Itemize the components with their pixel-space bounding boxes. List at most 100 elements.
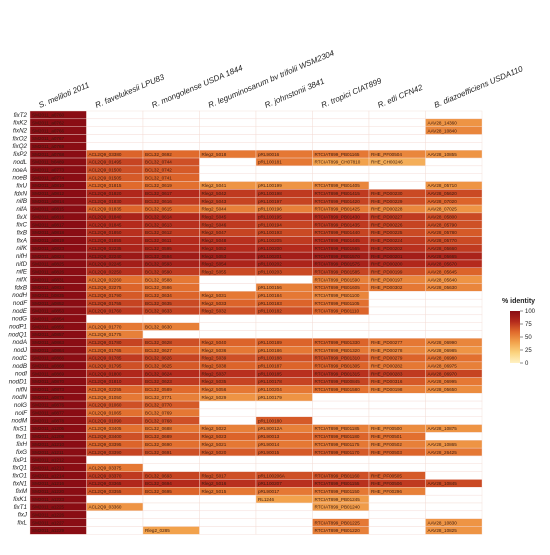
cell-locus-label: RHE_PF00506 xyxy=(371,481,402,486)
cell-locus-label: ACL2Q9_03365 xyxy=(89,481,122,486)
heatmap-cell xyxy=(425,526,483,535)
cell-locus-label: ACL2Q9_01065 xyxy=(89,411,122,416)
gene-label: nodL xyxy=(13,159,27,166)
cell-locus-label: RHE_PD00316 xyxy=(371,379,403,384)
cell-locus-label: BCL32_0770 xyxy=(145,403,172,408)
cell-locus-label: SM2011_a0863 xyxy=(32,340,65,345)
gene-label: nifD xyxy=(16,261,28,268)
cell-locus-label: SM2011_a0818 xyxy=(32,230,65,235)
cell-locus-label: RTCIAT899_PB01165 xyxy=(315,152,360,157)
cell-locus-label: SM2011_a0824 xyxy=(32,254,65,259)
cell-locus-label: RTCIAT899_PB01440 xyxy=(315,230,361,235)
legend-tick-label: 25 xyxy=(525,348,532,354)
empty-cell xyxy=(312,110,370,120)
gene-label: fixA xyxy=(17,237,27,244)
cell-locus-label: Rleg2_5038 xyxy=(202,364,227,369)
cell-locus-label: ACL2Q9_01800 xyxy=(89,371,122,376)
cell-locus-label: SM2011_a1213 xyxy=(32,465,65,470)
empty-cell xyxy=(86,526,144,535)
cell-locus-label: BCL32_0628 xyxy=(145,340,172,345)
empty-cell xyxy=(425,142,483,151)
cell-locus-label: BCL32_0623 xyxy=(145,379,172,384)
empty-cell xyxy=(425,322,483,331)
cell-locus-label: Rleg2_5056 xyxy=(202,387,227,392)
cell-locus-label: BCL32_0590 xyxy=(145,269,172,274)
cell-locus-label: RTCIAT899_PB01575 xyxy=(315,262,361,267)
cell-locus-label: SM2011_a0877 xyxy=(32,411,65,416)
empty-cell xyxy=(425,432,483,441)
empty-cell xyxy=(86,110,144,120)
cell-locus-label: BCL32_0742 xyxy=(145,168,172,173)
cell-locus-label: ACL2Q9_01765 xyxy=(89,348,122,353)
cell-locus-label: ACL2Q9_03370 xyxy=(89,473,122,478)
cell-locus-label: Rleg2_5037 xyxy=(202,371,227,376)
cell-locus-label: pRL100203 xyxy=(258,269,282,274)
cell-locus-label: AAV28_10865 xyxy=(428,442,458,447)
cell-locus-label: RHE_PD00228 xyxy=(371,207,403,212)
cell-locus-label: AAV28_05790 xyxy=(428,222,458,227)
cell-locus-label: ACL2Q9_01835 xyxy=(89,207,122,212)
cell-locus-label: SM2011_a1212 xyxy=(32,458,65,463)
cell-locus-label: ACL2Q9_02250 xyxy=(89,269,122,274)
cell-locus-label: AAV28_05650 xyxy=(428,387,458,392)
empty-cell xyxy=(86,510,144,519)
empty-cell xyxy=(86,455,144,464)
cell-locus-label: pRL90015 xyxy=(258,450,280,455)
cell-locus-label: BCL32_0695 xyxy=(145,489,172,494)
cell-locus-label: SM2011_a0814 xyxy=(32,199,65,204)
cell-locus-label: RHE_PD00225 xyxy=(371,230,403,235)
cell-locus-label: AAV28_06995 xyxy=(428,379,458,384)
gene-label: fdxN xyxy=(14,190,27,197)
cell-locus-label: ACL2Q9_01785 xyxy=(89,356,122,361)
empty-cell xyxy=(425,157,483,167)
empty-cell xyxy=(368,181,426,190)
cell-locus-label: ACL2Q9_02255 xyxy=(89,387,122,392)
gene-label: fixP2 xyxy=(13,151,27,158)
cell-locus-label: Rleg2_5033 xyxy=(202,301,227,306)
cell-locus-label: AAV28_10855 xyxy=(428,152,458,157)
gene-label: noeB xyxy=(13,175,27,182)
empty-cell xyxy=(255,510,313,519)
cell-locus-label: Rleg2_5052 xyxy=(202,246,227,251)
cell-locus-label: RTCIAT899_PB01445 xyxy=(315,238,361,243)
empty-cell xyxy=(425,510,483,519)
gene-label: fixG xyxy=(16,449,27,456)
cell-locus-label: BCL32_0626 xyxy=(145,356,172,361)
gene-label: nifB xyxy=(16,198,27,205)
empty-cell xyxy=(142,502,200,512)
cell-locus-label: SM2011_a0854 xyxy=(32,316,65,321)
cell-locus-label: BCL32_0627 xyxy=(145,348,172,353)
cell-locus-label: pRL100188 xyxy=(258,356,282,361)
cell-locus-label: SM2011_b0489 xyxy=(32,160,65,165)
gene-label: nodI xyxy=(15,371,27,378)
cell-locus-label: BCL32_0633 xyxy=(145,309,172,314)
cell-locus-label: RTCIAT899_PB01160 xyxy=(315,473,360,478)
cell-locus-label: Rleg2_5040 xyxy=(202,340,227,345)
empty-cell xyxy=(199,134,257,143)
cell-locus-label: Rleg2_5031 xyxy=(202,293,227,298)
empty-cell xyxy=(199,126,257,135)
empty-cell xyxy=(199,400,257,410)
cell-locus-label: SM2011_a1209 xyxy=(32,434,65,439)
legend-tick-label: 50 xyxy=(525,335,532,341)
empty-cell xyxy=(255,502,313,512)
cell-locus-label: ACL2Q9_01775 xyxy=(89,332,122,337)
cell-locus-label: ACL2Q9_01060 xyxy=(89,403,122,408)
cell-locus-label: ACL2Q9_01090 xyxy=(89,418,122,423)
cell-locus-label: RHE_PD00230 xyxy=(371,191,403,196)
empty-cell xyxy=(199,494,257,504)
cell-locus-label: BCL32_0624 xyxy=(145,371,172,376)
cell-locus-label: Rleg2_5029 xyxy=(202,395,227,400)
cell-locus-label: RTCIAT899_PB01180 xyxy=(315,434,360,439)
cell-locus-label: RTCIAT899_PB01425 xyxy=(315,207,361,212)
empty-cell xyxy=(199,157,257,167)
cell-locus-label: RHE_PF00501 xyxy=(371,434,402,439)
empty-cell xyxy=(142,518,200,527)
cell-locus-label: RTCIAT899_PB01220 xyxy=(315,528,361,533)
cell-locus-label: pRL100178 xyxy=(258,379,282,384)
empty-cell xyxy=(255,526,313,535)
empty-cell xyxy=(368,494,426,504)
empty-cell xyxy=(368,314,426,323)
empty-cell xyxy=(425,298,483,308)
